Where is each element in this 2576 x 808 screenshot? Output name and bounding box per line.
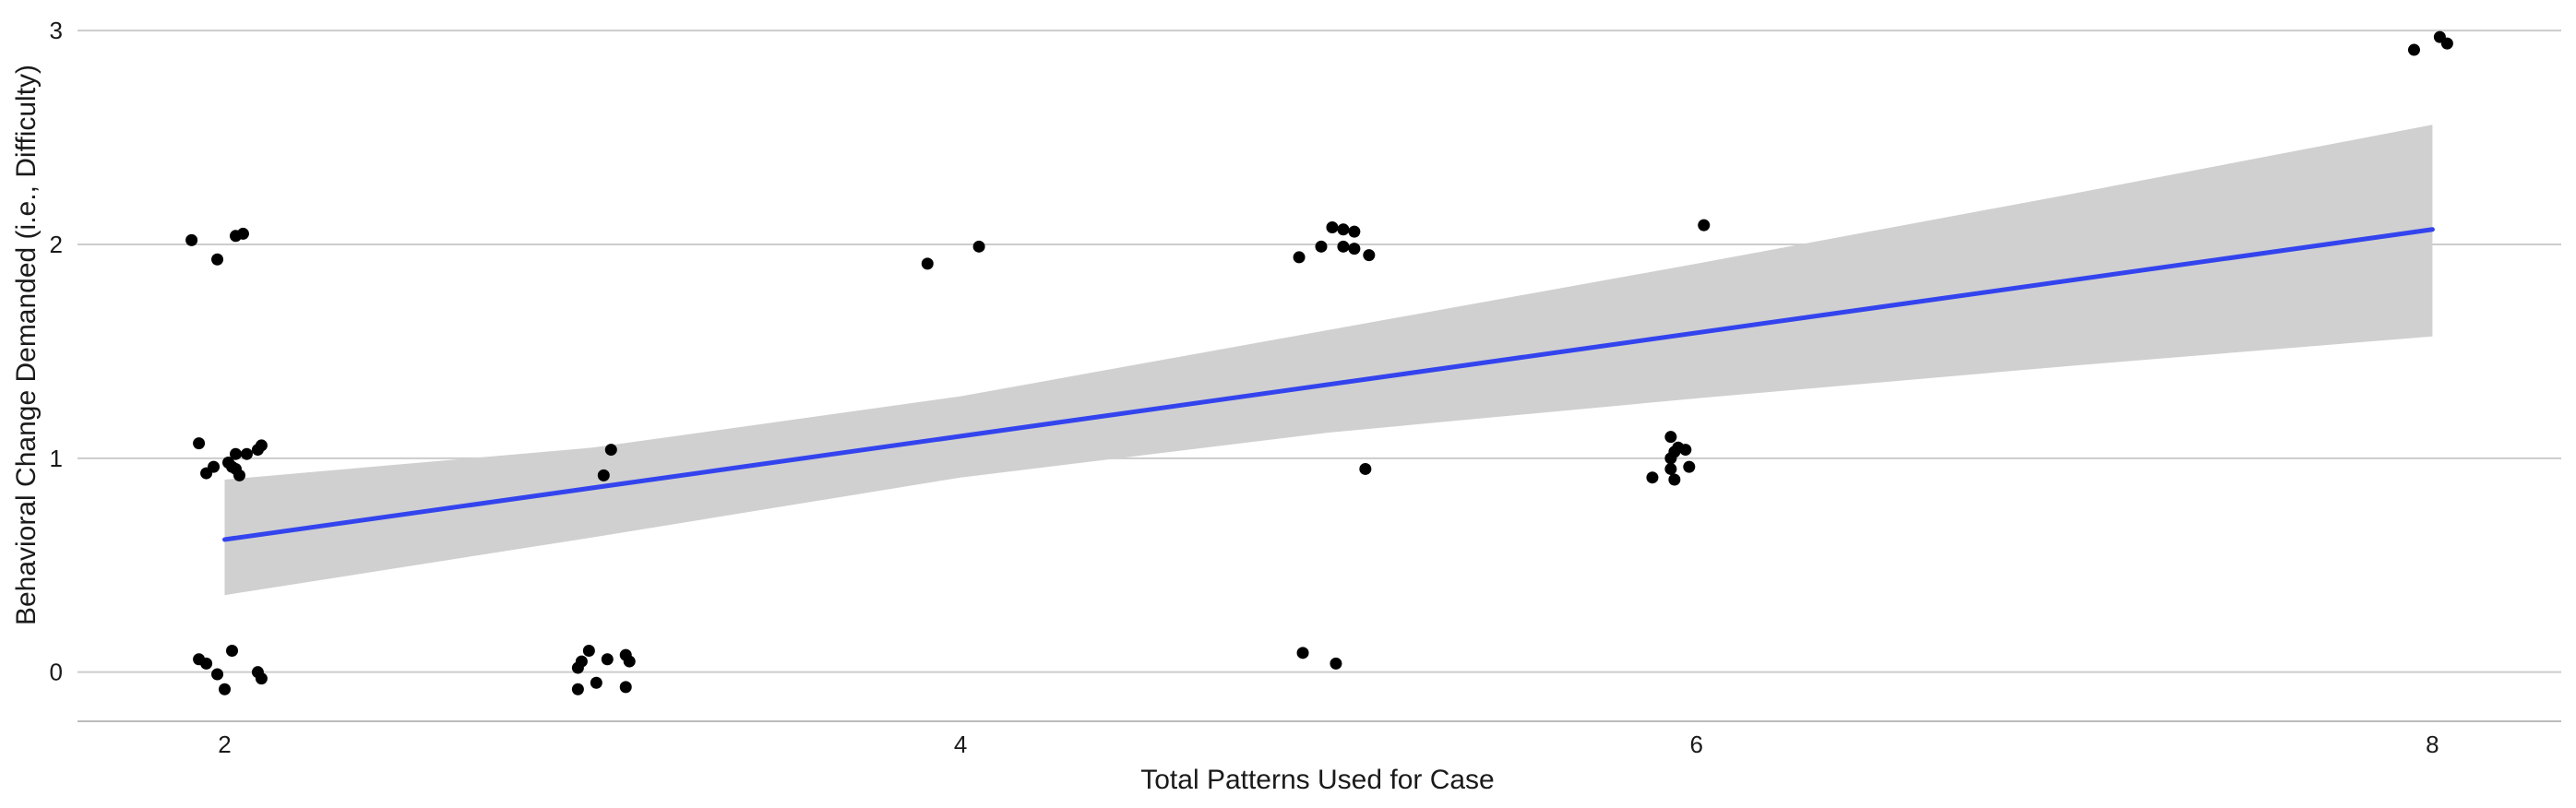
data-point-27 (571, 683, 584, 695)
y-tick-label-0: 0 (50, 659, 63, 686)
y-tick-label-3: 3 (50, 17, 63, 44)
data-point-46 (1698, 219, 1711, 232)
data-point-28 (590, 676, 602, 689)
data-point-25 (575, 655, 588, 668)
fit-line-layer (222, 227, 2435, 542)
data-point-51 (1664, 452, 1677, 465)
data-point-38 (1337, 223, 1350, 236)
data-point-1 (211, 253, 224, 266)
data-point-19 (219, 683, 232, 695)
y-tick-labels: 0 1 2 3 (50, 17, 63, 685)
data-point-21 (255, 672, 268, 685)
x-tick-label-8: 8 (2426, 731, 2439, 758)
data-point-0 (185, 233, 198, 246)
data-point-18 (211, 668, 224, 681)
data-point-3 (236, 227, 249, 240)
data-point-33 (921, 257, 934, 270)
data-point-16 (200, 657, 213, 670)
y-tick-label-1: 1 (50, 445, 63, 472)
data-point-43 (1359, 462, 1372, 475)
data-point-39 (1337, 240, 1350, 253)
data-point-42 (1363, 249, 1376, 262)
confidence-ribbon-layer (224, 125, 2433, 596)
confidence-ribbon (224, 125, 2433, 596)
data-point-22 (597, 469, 610, 481)
data-point-54 (1668, 473, 1681, 486)
data-point-37 (1326, 220, 1339, 233)
data-point-44 (1296, 647, 1309, 659)
data-point-29 (601, 653, 614, 666)
data-point-41 (1348, 243, 1361, 255)
data-point-55 (1683, 460, 1696, 473)
data-point-40 (1348, 225, 1361, 238)
data-point-14 (255, 439, 268, 452)
x-tick-labels: 2 4 6 8 (218, 731, 2439, 758)
y-tick-label-2: 2 (50, 231, 63, 258)
data-point-56 (2407, 43, 2420, 56)
data-point-17 (226, 644, 239, 657)
data-point-23 (604, 444, 617, 457)
data-point-58 (2440, 37, 2453, 50)
data-point-53 (1646, 471, 1659, 484)
data-point-34 (972, 240, 985, 253)
data-point-12 (240, 447, 253, 460)
fit-line (222, 227, 2435, 542)
data-point-9 (229, 447, 242, 460)
y-axis-title: Behavioral Change Demanded (i.e., Diffic… (11, 65, 42, 625)
data-point-4 (193, 437, 206, 450)
data-point-50 (1679, 444, 1692, 457)
data-points (185, 30, 2453, 695)
data-point-32 (619, 681, 632, 694)
x-tick-label-6: 6 (1690, 731, 1703, 758)
x-tick-label-2: 2 (218, 731, 231, 758)
data-point-47 (1664, 431, 1677, 444)
data-point-11 (233, 469, 245, 481)
data-point-36 (1315, 240, 1328, 253)
data-point-31 (623, 655, 636, 668)
data-point-45 (1330, 657, 1342, 670)
x-tick-label-4: 4 (954, 731, 967, 758)
x-axis-title: Total Patterns Used for Case (1140, 765, 1495, 795)
data-point-35 (1293, 251, 1306, 264)
data-point-6 (200, 467, 213, 480)
data-point-26 (582, 644, 595, 657)
data-point-52 (1664, 462, 1677, 475)
